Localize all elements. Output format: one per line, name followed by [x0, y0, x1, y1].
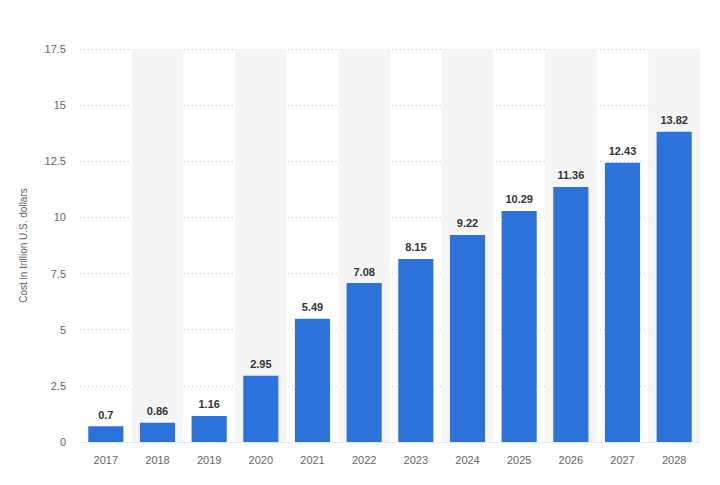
svg-text:2026: 2026 [559, 454, 583, 466]
svg-text:12.43: 12.43 [609, 145, 637, 157]
svg-text:10.29: 10.29 [505, 193, 533, 205]
svg-text:2017: 2017 [94, 454, 118, 466]
svg-text:0: 0 [60, 436, 66, 448]
svg-text:2019: 2019 [197, 454, 221, 466]
svg-text:2024: 2024 [455, 454, 479, 466]
svg-text:0.7: 0.7 [98, 409, 113, 421]
svg-text:2028: 2028 [662, 454, 686, 466]
svg-text:5.49: 5.49 [302, 301, 323, 313]
svg-text:13.82: 13.82 [660, 114, 688, 126]
svg-text:2021: 2021 [300, 454, 324, 466]
svg-text:15: 15 [54, 99, 66, 111]
svg-text:17.5: 17.5 [45, 43, 66, 55]
svg-text:8.15: 8.15 [405, 241, 426, 253]
svg-text:5: 5 [60, 324, 66, 336]
svg-text:2027: 2027 [610, 454, 634, 466]
svg-text:0.86: 0.86 [147, 405, 168, 417]
svg-text:11.36: 11.36 [557, 169, 584, 181]
svg-text:2020: 2020 [249, 454, 273, 466]
svg-text:10: 10 [54, 211, 66, 223]
svg-text:2023: 2023 [404, 454, 428, 466]
svg-text:2.5: 2.5 [51, 380, 66, 392]
svg-text:12.5: 12.5 [45, 155, 66, 167]
svg-text:1.16: 1.16 [198, 398, 219, 410]
svg-text:2022: 2022 [352, 454, 376, 466]
svg-text:2025: 2025 [507, 454, 531, 466]
svg-text:2018: 2018 [145, 454, 169, 466]
svg-text:Cost in trillion U.S. dollars: Cost in trillion U.S. dollars [18, 188, 29, 302]
svg-text:7.08: 7.08 [353, 266, 374, 278]
svg-text:7.5: 7.5 [51, 268, 66, 280]
svg-text:9.22: 9.22 [457, 217, 478, 229]
svg-text:2.95: 2.95 [250, 358, 271, 370]
